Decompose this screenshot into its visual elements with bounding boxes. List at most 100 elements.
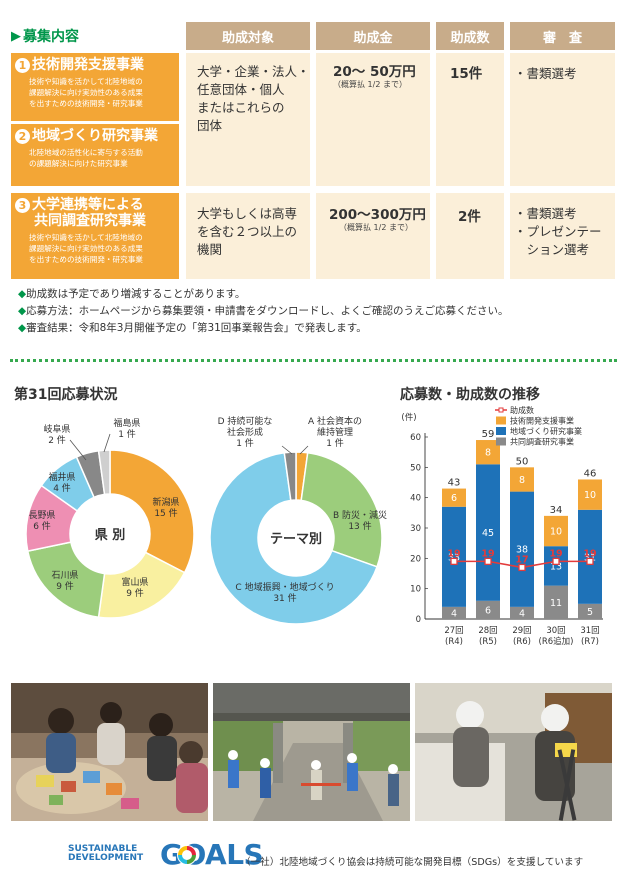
bar-segment: [544, 515, 568, 547]
slice-label: A 社会資本の: [308, 415, 362, 427]
bar-segment: [510, 491, 534, 607]
column-header-amount: 助成金: [316, 22, 430, 50]
leader-line: [281, 445, 293, 455]
slice-label: 31 件: [273, 592, 296, 604]
bar-segment: [578, 509, 602, 604]
line-value-label: 17: [515, 554, 528, 565]
photo-bridge-inspection: [213, 683, 410, 821]
bar-segment: [476, 464, 500, 601]
slice-label: 福島県: [113, 417, 140, 429]
column-header-count: 助成数: [436, 22, 504, 50]
amount-cell: 200～300万円 （概算払 1/2 まで）: [316, 193, 430, 279]
x-tick-label: 28回: [478, 626, 497, 636]
line-marker: [586, 557, 594, 566]
y-axis-unit: (件): [401, 412, 416, 423]
amount-note: （概算払 1/2 まで）: [333, 80, 407, 90]
number-badge: 3: [15, 198, 30, 213]
bar-segment: [510, 606, 534, 619]
bar-total-label: 59: [482, 429, 495, 440]
note-item: ◆応募方法：ホームページから募集要領・申請書をダウンロードし、よくご確認のうえご…: [18, 305, 509, 317]
bar-value-label: 4: [451, 608, 457, 619]
line-marker: [450, 557, 458, 566]
y-tick-label: 30: [410, 524, 421, 534]
line-value-label: 19: [447, 548, 460, 559]
y-tick-label: 50: [410, 463, 421, 473]
amount-note: （概算払 1/2 まで）: [339, 223, 413, 233]
bar-total-label: 50: [516, 456, 529, 467]
count-cell: 2件: [436, 193, 504, 279]
donut-hole: [259, 501, 333, 575]
bar-value-label: 45: [482, 528, 494, 539]
y-tick-label: 60: [410, 433, 421, 443]
slice-label: 福井県: [48, 471, 75, 483]
amount-cell: 20～ 50万円 （概算払 1/2 まで）: [316, 53, 430, 186]
diamond-icon: ◆: [18, 322, 27, 334]
bar-value-label: 10: [550, 527, 562, 538]
x-tick-label: 27回: [444, 626, 463, 636]
project-title: 大学連携等による 共同調査研究事業: [32, 197, 146, 230]
x-tick-sublabel: (R4): [445, 637, 463, 647]
count-cell: 15件: [436, 53, 504, 186]
slice-label: D 持続可能な: [218, 415, 273, 427]
line-value-label: 19: [583, 548, 596, 559]
donut-center-title: テーマ別: [270, 532, 322, 547]
slice-label: B 防災・減災: [333, 509, 387, 521]
note-item: ◆助成数は予定であり増減することがあります。: [18, 288, 246, 300]
project-title: 地域づくり研究事業: [32, 128, 158, 144]
x-tick-sublabel: (R7): [581, 637, 599, 647]
donut-slice: [209, 451, 378, 625]
donut-hole: [71, 495, 149, 573]
line-marker: [552, 557, 560, 566]
slice-label: 9 件: [126, 587, 144, 599]
y-tick-label: 10: [410, 585, 421, 595]
applications-title: 第31回応募状況: [14, 387, 118, 403]
x-tick-label: 29回: [512, 626, 531, 636]
slice-label: 維持管理: [317, 426, 353, 438]
slice-label: 1 件: [326, 437, 344, 449]
slice-label: 富山県: [121, 576, 148, 588]
trend-bar-chart: (件)010203040506043364327回(R4)64585928回(R…: [401, 405, 603, 647]
target-cell: 大学・企業・法人・ 任意団体・個人 またはこれらの 団体: [186, 53, 310, 186]
bar-value-label: 10: [584, 490, 596, 501]
slice-label: 1 件: [118, 428, 136, 440]
y-tick-label: 40: [410, 494, 421, 504]
x-tick-sublabel: (R6): [513, 637, 531, 647]
bar-value-label: 4: [519, 608, 525, 619]
number-badge: 1: [15, 58, 30, 73]
x-tick-sublabel: (R5): [479, 637, 497, 647]
bar-segment: [544, 546, 568, 586]
diamond-icon: ◆: [18, 305, 27, 317]
notes: ◆助成数は予定であり増減することがあります。 ◆応募方法：ホームページから募集要…: [18, 286, 618, 337]
bar-segment: [442, 506, 466, 607]
legend-swatch: [496, 416, 506, 425]
sdg-wordmark: SUSTAINABLE DEVELOPMENT: [68, 844, 144, 864]
project-cell-regional: 2 地域づくり研究事業 北陸地域の活性化に寄与する活動 の課題解決に向けた研究事業: [11, 124, 179, 186]
slice-label: C 地域振興・地域づくり: [235, 581, 334, 593]
legend-swatch: [496, 427, 506, 435]
bar-value-label: 5: [587, 607, 593, 618]
footer-statement: （一社）北陸地域づくり協会は持続可能な開発目標（SDGs）を支援しています: [241, 857, 584, 868]
slice-label: 6 件: [33, 520, 51, 532]
legend-label: 助成数: [510, 405, 534, 415]
bar-total-label: 46: [584, 468, 597, 479]
bar-value-label: 8: [485, 448, 491, 459]
bar-value-label: 8: [519, 475, 525, 486]
slice-label: 15 件: [154, 507, 177, 519]
bar-segment: [578, 479, 602, 510]
leader-line: [299, 445, 309, 455]
note-item: ◆審査結果：令和8年3月開催予定の「第31回事業報告会」で発表します。: [18, 322, 367, 334]
donut-center-title: 県 別: [95, 528, 126, 543]
slice-label: 新潟県: [152, 496, 179, 508]
project-title: 技術開発支援事業: [32, 57, 144, 73]
slice-label: 9 件: [56, 580, 74, 592]
slice-label: 岐阜県: [43, 423, 70, 435]
x-tick-label: 30回: [546, 626, 565, 636]
line-marker: [484, 557, 492, 566]
legend-label: 地域づくり研究事業: [510, 426, 582, 436]
line-value-label: 19: [549, 548, 562, 559]
slice-label: 社会形成: [227, 426, 263, 438]
slice-label: 1 件: [236, 437, 254, 449]
amount-value: 20～ 50万円: [333, 64, 416, 80]
bar-segment: [544, 585, 568, 619]
